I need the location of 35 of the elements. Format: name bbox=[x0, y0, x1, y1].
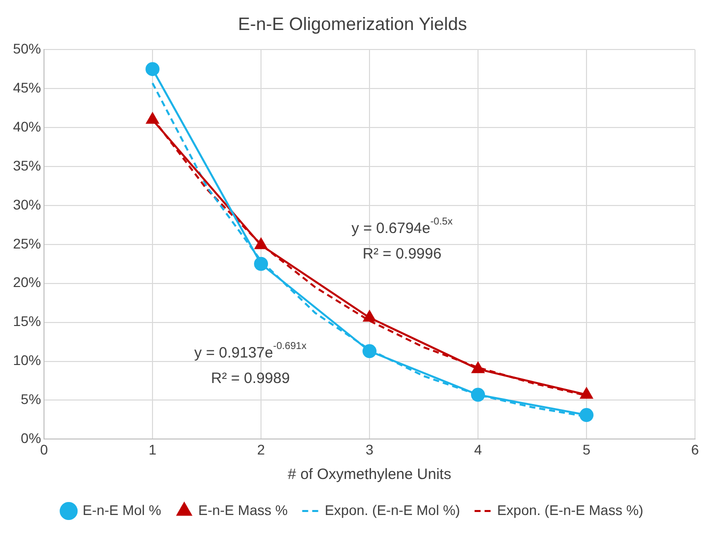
point bbox=[580, 408, 594, 422]
legend-label: E-n-E Mol % bbox=[82, 502, 162, 518]
point bbox=[472, 362, 484, 374]
x-tick-label: 5 bbox=[582, 441, 591, 458]
y-tick-label: 0% bbox=[20, 430, 42, 446]
y-tick-label: 5% bbox=[20, 391, 42, 408]
y-tick-label: 15% bbox=[12, 313, 42, 330]
x-tick-label: 1 bbox=[148, 441, 157, 458]
point bbox=[363, 310, 376, 322]
x-tick-label: 0 bbox=[40, 441, 48, 458]
point bbox=[254, 256, 268, 271]
y-tick-label: 45% bbox=[12, 79, 42, 96]
x-tick-label: 6 bbox=[691, 441, 700, 458]
y-tick-label: 10% bbox=[12, 352, 42, 368]
x-tick-label: 4 bbox=[474, 441, 482, 458]
point bbox=[471, 388, 486, 402]
legend-label: Expon. (E-n-E Mass %) bbox=[497, 502, 644, 518]
point bbox=[146, 112, 159, 124]
annotation: R² = 0.9989 bbox=[210, 370, 290, 387]
y-tick-label: 25% bbox=[12, 235, 42, 252]
chart-title: E-n-E Oligomerization Yields bbox=[238, 14, 468, 34]
y-tick-label: 20% bbox=[12, 274, 42, 290]
x-tick-label: 2 bbox=[257, 441, 266, 458]
legend-label: Expon. (E-n-E Mol %) bbox=[324, 502, 460, 518]
y-tick-label: 35% bbox=[12, 157, 42, 174]
x-tick-label: 3 bbox=[366, 441, 374, 458]
y-tick-label: 30% bbox=[12, 196, 42, 212]
y-tick-label: 50% bbox=[12, 40, 42, 56]
x-axis-title: # of Oxymethylene Units bbox=[288, 466, 452, 484]
y-tick-label: 40% bbox=[12, 118, 42, 134]
annotation: R² = 0.9996 bbox=[362, 245, 442, 262]
point bbox=[254, 238, 268, 250]
legend-label: E-n-E Mass % bbox=[198, 502, 288, 518]
point bbox=[362, 344, 377, 358]
point bbox=[580, 388, 593, 399]
